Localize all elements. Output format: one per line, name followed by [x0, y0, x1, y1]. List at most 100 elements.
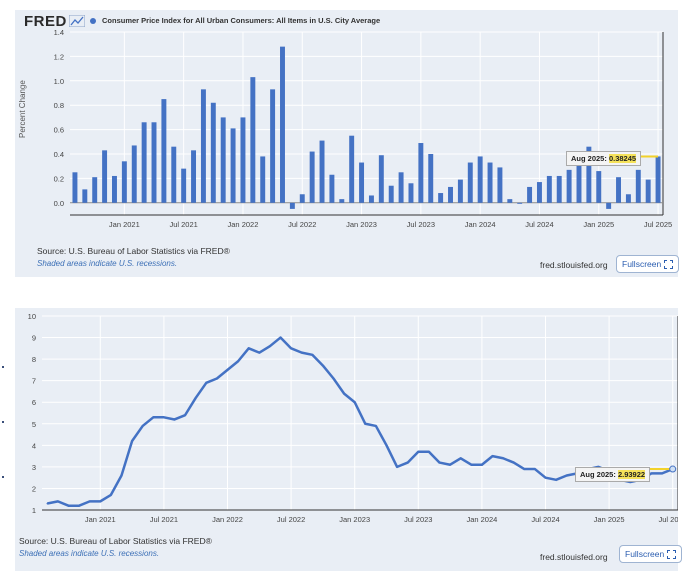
x-tick-label: Jul 2024: [531, 515, 559, 524]
x-tick-label: Jul 2022: [277, 515, 305, 524]
data-point: [153, 417, 155, 419]
data-point: [280, 337, 282, 339]
bar: [122, 161, 127, 202]
y-tick-label: 1: [32, 506, 36, 515]
data-point: [206, 382, 208, 384]
data-point: [227, 369, 229, 371]
cpi-yoy-chart-panel: 1 2 3 4 5 6 7 8 9 10 Jan 2021 Jul 2021 Jan 2022 Jul 2…: [15, 308, 678, 571]
bar: [152, 122, 157, 203]
data-point: [471, 464, 473, 466]
x-tick-label: Jul 2021: [150, 515, 178, 524]
y-tick-label: 0.2: [54, 174, 64, 183]
fullscreen-icon: [667, 550, 676, 559]
source-text: Source: U.S. Bureau of Labor Statistics …: [19, 536, 212, 546]
bar: [646, 180, 651, 203]
bar: [310, 152, 315, 203]
y-tick-label: 0.8: [54, 101, 64, 110]
fullscreen-label: Fullscreen: [622, 259, 661, 269]
bar: [359, 163, 364, 203]
tooltip-value: 0.38245: [609, 154, 636, 163]
data-point: [365, 423, 367, 425]
bar: [92, 177, 97, 203]
bar: [72, 172, 77, 203]
data-point: [354, 401, 356, 403]
domain-text: fred.stlouisfed.org: [540, 260, 608, 270]
data-point: [142, 425, 144, 427]
x-tick-label: Jan 2022: [212, 515, 243, 524]
data-point: [57, 501, 59, 503]
data-point: [407, 462, 409, 464]
data-point: [100, 501, 102, 503]
data-point: [449, 464, 451, 466]
y-tick-label: 3: [32, 463, 36, 472]
fullscreen-button[interactable]: Fullscreen: [616, 255, 679, 273]
bar: [260, 156, 265, 202]
y-tick-label: 5: [32, 420, 36, 429]
side-marker: [2, 476, 4, 478]
data-point: [555, 479, 557, 481]
x-tick-label: Jul 2025: [644, 220, 672, 229]
bar: [379, 155, 384, 203]
bar: [112, 176, 117, 203]
line-chart-plot[interactable]: 1 2 3 4 5 6 7 8 9 10 Jan 2021 Jul 2021 Jan 2022 Jul 2…: [15, 308, 678, 530]
bar: [596, 171, 601, 203]
data-point: [460, 457, 462, 459]
recession-note-link[interactable]: Shaded areas indicate U.S. recessions.: [37, 259, 177, 268]
data-point: [524, 468, 526, 470]
x-tick-label: Jan 2023: [346, 220, 377, 229]
bar: [320, 141, 325, 203]
y-tick-label: 0.0: [54, 199, 64, 208]
data-point: [396, 466, 398, 468]
bar: [567, 170, 572, 203]
x-tick-label: Jul 2025: [659, 515, 678, 524]
x-tick-label: Jan 2021: [85, 515, 116, 524]
data-point: [375, 425, 377, 427]
data-point: [184, 414, 186, 416]
x-tick-label: Jan 2024: [465, 220, 496, 229]
bar: [488, 163, 493, 203]
source-text: Source: U.S. Bureau of Labor Statistics …: [37, 246, 230, 256]
bar: [171, 147, 176, 203]
data-point: [418, 451, 420, 453]
x-tick-label: Jan 2022: [228, 220, 259, 229]
cpi-change-chart-panel: FRED Consumer Price Index for All Urban …: [15, 10, 678, 277]
bar: [468, 163, 473, 203]
y-tick-label: 1.4: [54, 28, 64, 37]
y-tick-label: 7: [32, 377, 36, 386]
tooltip: Aug 2025: 0.38245: [566, 151, 641, 166]
y-tick-label: 9: [32, 334, 36, 343]
bar: [339, 199, 344, 203]
bar: [191, 150, 196, 202]
data-point: [216, 378, 218, 380]
data-point: [386, 445, 388, 447]
bar: [389, 186, 394, 203]
bar: [507, 199, 512, 203]
recession-note-link[interactable]: Shaded areas indicate U.S. recessions.: [19, 549, 159, 558]
fullscreen-button[interactable]: Fullscreen: [619, 545, 682, 563]
bar: [369, 195, 374, 202]
y-tick-label: 0.6: [54, 126, 64, 135]
bar: [606, 203, 611, 209]
fullscreen-label: Fullscreen: [625, 549, 664, 559]
bar: [329, 175, 334, 203]
bar: [428, 154, 433, 203]
bar: [349, 136, 354, 203]
data-point: [343, 393, 345, 395]
bar: [448, 187, 453, 203]
side-marker: [2, 421, 4, 423]
bar: [478, 156, 483, 202]
data-point: [513, 462, 515, 464]
data-point: [439, 462, 441, 464]
bar: [497, 167, 502, 202]
tooltip-value: 2.93922: [618, 470, 645, 479]
bar: [458, 180, 463, 203]
bar: [537, 182, 542, 203]
bar: [418, 143, 423, 203]
bar: [517, 203, 522, 204]
bar-chart-plot[interactable]: 0.0 0.2 0.4 0.6 0.8 1.0 1.2 1.4 Jan 2021 Jul 2021…: [15, 10, 678, 240]
data-point: [163, 417, 165, 419]
data-point: [174, 419, 176, 421]
data-point: [545, 477, 547, 479]
data-point: [78, 505, 80, 507]
y-tick-label: 6: [32, 398, 36, 407]
